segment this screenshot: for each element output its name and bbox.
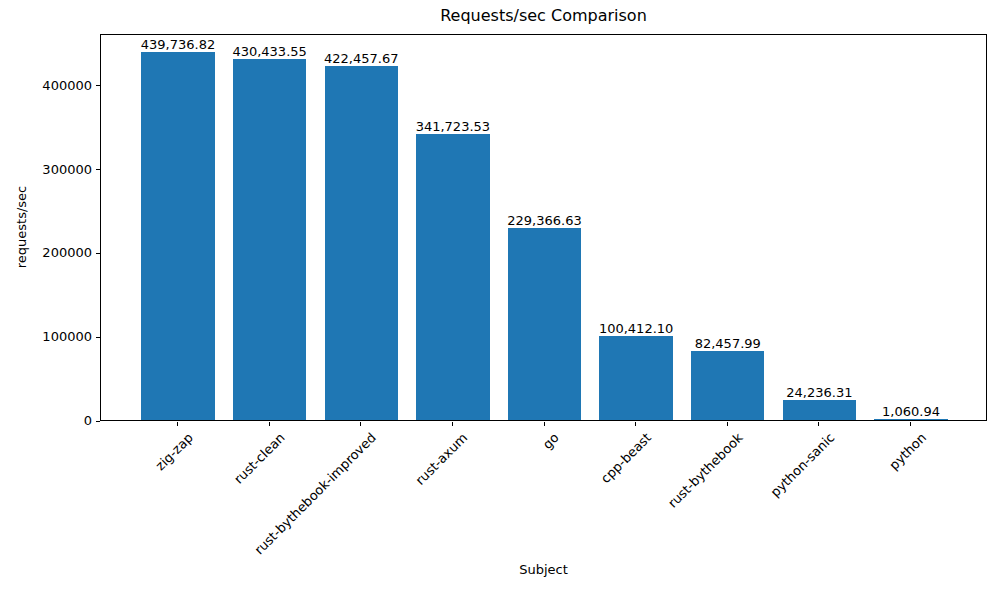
bar-rust-clean xyxy=(233,59,306,420)
bar-rust-bythebook-improved xyxy=(325,66,398,420)
y-tick-mark xyxy=(96,421,100,422)
x-tick-label-python: python xyxy=(886,430,929,473)
x-tick-label-go: go xyxy=(540,430,562,452)
bar-zig-zap xyxy=(141,52,214,420)
y-tick-mark xyxy=(96,253,100,254)
bar-rust-bythebook xyxy=(691,351,764,420)
bar-value-label: 341,723.53 xyxy=(416,119,490,134)
bar-value-label: 229,366.63 xyxy=(507,213,581,228)
x-tick-mark xyxy=(177,422,178,426)
bar-cpp-beast xyxy=(599,336,672,420)
bar-go xyxy=(508,228,581,420)
figure: Requests/sec Comparison requests/sec 439… xyxy=(0,0,1000,600)
bar-value-label: 439,736.82 xyxy=(141,37,215,52)
bar-value-label: 24,236.31 xyxy=(786,385,852,400)
bar-rust-axum xyxy=(416,134,489,420)
x-tick-mark xyxy=(910,422,911,426)
x-axis-label: Subject xyxy=(100,562,987,577)
bar-value-label: 82,457.99 xyxy=(695,336,761,351)
x-tick-label-cpp-beast: cpp-beast xyxy=(598,430,654,486)
chart-title: Requests/sec Comparison xyxy=(100,6,987,25)
x-tick-mark xyxy=(452,422,453,426)
bar-value-label: 422,457.67 xyxy=(324,51,398,66)
x-tick-mark xyxy=(269,422,270,426)
y-tick-label: 0 xyxy=(84,413,92,428)
y-tick-mark xyxy=(96,337,100,338)
x-tick-mark xyxy=(727,422,728,426)
plot-area: 439,736.82 430,433.55 422,457.67 341,723.53… xyxy=(100,34,987,421)
bar-value-label: 430,433.55 xyxy=(232,44,306,59)
x-tick-mark xyxy=(360,422,361,426)
x-tick-mark xyxy=(544,422,545,426)
x-tick-label-rust-axum: rust-axum xyxy=(413,430,471,488)
x-tick-mark xyxy=(635,422,636,426)
bar-value-label: 1,060.94 xyxy=(882,404,940,419)
bar-python-sanic xyxy=(783,400,856,420)
y-tick-mark xyxy=(96,169,100,170)
x-tick-label-python-sanic: python-sanic xyxy=(767,430,837,500)
y-tick-label: 100000 xyxy=(42,329,92,344)
y-tick-label: 200000 xyxy=(42,245,92,260)
x-tick-label-zig-zap: zig-zap xyxy=(152,430,195,473)
bar-value-label: 100,412.10 xyxy=(599,321,673,336)
x-tick-label-rust-bythebook: rust-bythebook xyxy=(665,430,746,511)
y-tick-label: 300000 xyxy=(42,162,92,177)
bar-python xyxy=(874,419,947,420)
y-axis-label: requests/sec xyxy=(14,186,29,269)
y-tick-mark xyxy=(96,85,100,86)
x-tick-mark xyxy=(818,422,819,426)
y-tick-label: 400000 xyxy=(42,78,92,93)
x-tick-label-rust-clean: rust-clean xyxy=(231,430,288,487)
